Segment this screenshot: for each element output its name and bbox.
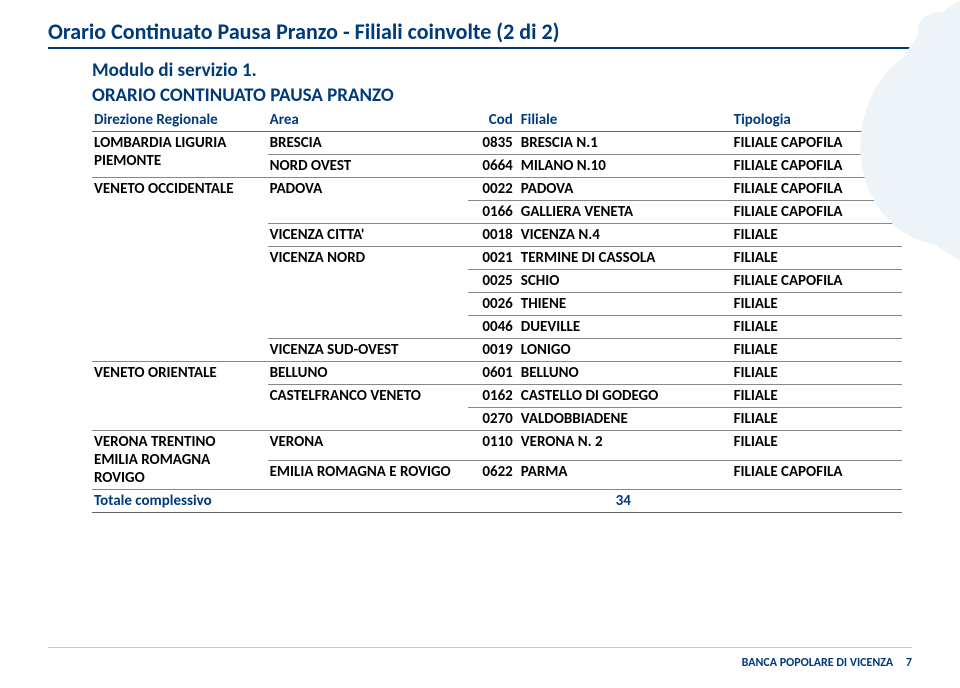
- table-row: VENETO OCCIDENTALEPADOVA0022PADOVAFILIAL…: [92, 178, 902, 201]
- cell-tipologia: FILIALE CAPOFILA: [732, 270, 902, 293]
- page-title: Orario Continuato Pausa Pranzo - Filiali…: [48, 18, 912, 45]
- title-bar: Orario Continuato Pausa Pranzo - Filiali…: [48, 18, 912, 49]
- cell-filiale: THIENE: [519, 293, 732, 316]
- cell-tipologia: FILIALE CAPOFILA: [732, 201, 902, 224]
- cell-tipologia: FILIALE CAPOFILA: [732, 132, 902, 155]
- cell-filiale: TERMINE DI CASSOLA: [519, 247, 732, 270]
- cell-cod: 0021: [468, 247, 519, 270]
- cell-cod: 0026: [468, 293, 519, 316]
- cell-cod: 0270: [468, 408, 519, 431]
- cell-cod: 0601: [468, 362, 519, 385]
- cell-filiale: BELLUNO: [519, 362, 732, 385]
- cell-area: NORD OVEST: [268, 155, 468, 178]
- footer-page-number: 7: [906, 656, 912, 670]
- cell-area: VICENZA SUD-OVEST: [268, 339, 468, 362]
- cell-cod: 0110: [468, 431, 519, 461]
- cell-area: VICENZA NORD: [268, 247, 468, 339]
- cell-cod: 0022: [468, 178, 519, 201]
- cell-tipologia: FILIALE: [732, 431, 902, 461]
- total-row: Totale complessivo 34: [92, 490, 902, 513]
- cell-tipologia: FILIALE: [732, 408, 902, 431]
- cell-cod: 0046: [468, 316, 519, 339]
- cell-direzione: VENETO ORIENTALE: [92, 362, 268, 431]
- cell-cod: 0018: [468, 224, 519, 247]
- cell-direzione: VERONA TRENTINO EMILIA ROMAGNA ROVIGO: [92, 431, 268, 490]
- data-table: Direzione Regionale Area Cod Filiale Tip…: [92, 109, 902, 513]
- cell-filiale: MILANO N.10: [519, 155, 732, 178]
- col-header-filiale: Filiale: [519, 109, 732, 132]
- cell-cod: 0019: [468, 339, 519, 362]
- footer-divider: [48, 647, 912, 648]
- cell-area: VERONA: [268, 431, 468, 461]
- cell-tipologia: FILIALE: [732, 293, 902, 316]
- col-header-tipologia: Tipologia: [732, 109, 902, 132]
- cell-tipologia: FILIALE: [732, 385, 902, 408]
- cell-filiale: CASTELLO DI GODEGO: [519, 385, 732, 408]
- total-label: Totale complessivo: [92, 490, 519, 513]
- cell-area: BRESCIA: [268, 132, 468, 155]
- cell-filiale: PADOVA: [519, 178, 732, 201]
- table-row: VENETO ORIENTALEBELLUNO0601BELLUNOFILIAL…: [92, 362, 902, 385]
- cell-filiale: PARMA: [519, 460, 732, 490]
- cell-area: BELLUNO: [268, 362, 468, 385]
- cell-tipologia: FILIALE CAPOFILA: [732, 178, 902, 201]
- cell-filiale: BRESCIA N.1: [519, 132, 732, 155]
- cell-filiale: GALLIERA VENETA: [519, 201, 732, 224]
- cell-filiale: DUEVILLE: [519, 316, 732, 339]
- cell-tipologia: FILIALE: [732, 339, 902, 362]
- cell-area: PADOVA: [268, 178, 468, 224]
- table-row: LOMBARDIA LIGURIA PIEMONTEBRESCIA0835BRE…: [92, 132, 902, 155]
- subtitle: ORARIO CONTINUATO PAUSA PRANZO: [92, 84, 902, 107]
- cell-filiale: VERONA N. 2: [519, 431, 732, 461]
- cell-filiale: VALDOBBIADENE: [519, 408, 732, 431]
- cell-area: CASTELFRANCO VENETO: [268, 385, 468, 431]
- col-header-direzione: Direzione Regionale: [92, 109, 268, 132]
- cell-tipologia: FILIALE CAPOFILA: [732, 155, 902, 178]
- cell-cod: 0835: [468, 132, 519, 155]
- cell-filiale: SCHIO: [519, 270, 732, 293]
- table-row: VERONA TRENTINO EMILIA ROMAGNA ROVIGOVER…: [92, 431, 902, 461]
- cell-cod: 0622: [468, 460, 519, 490]
- cell-tipologia: FILIALE: [732, 224, 902, 247]
- col-header-area: Area: [268, 109, 468, 132]
- page: Orario Continuato Pausa Pranzo - Filiali…: [0, 0, 960, 688]
- cell-direzione: VENETO OCCIDENTALE: [92, 178, 268, 362]
- cell-cod: 0162: [468, 385, 519, 408]
- footer: BANCA POPOLARE DI VICENZA 7: [742, 656, 912, 670]
- cell-cod: 0025: [468, 270, 519, 293]
- cell-filiale: VICENZA N.4: [519, 224, 732, 247]
- col-header-cod: Cod: [468, 109, 519, 132]
- total-count: 34: [519, 490, 732, 513]
- footer-bank: BANCA POPOLARE DI VICENZA: [742, 656, 894, 670]
- cell-filiale: LONIGO: [519, 339, 732, 362]
- table-body: LOMBARDIA LIGURIA PIEMONTEBRESCIA0835BRE…: [92, 132, 902, 490]
- module-line: Modulo di servizio 1.: [92, 59, 902, 82]
- cell-tipologia: FILIALE: [732, 362, 902, 385]
- cell-cod: 0664: [468, 155, 519, 178]
- total-empty: [732, 490, 902, 513]
- cell-tipologia: FILIALE: [732, 316, 902, 339]
- cell-area: EMILIA ROMAGNA E ROVIGO: [268, 460, 468, 490]
- cell-cod: 0166: [468, 201, 519, 224]
- table-head: Direzione Regionale Area Cod Filiale Tip…: [92, 109, 902, 132]
- cell-direzione: LOMBARDIA LIGURIA PIEMONTE: [92, 132, 268, 178]
- content: Modulo di servizio 1. ORARIO CONTINUATO …: [48, 59, 912, 513]
- cell-tipologia: FILIALE CAPOFILA: [732, 460, 902, 490]
- cell-area: VICENZA CITTA': [268, 224, 468, 247]
- cell-tipologia: FILIALE: [732, 247, 902, 270]
